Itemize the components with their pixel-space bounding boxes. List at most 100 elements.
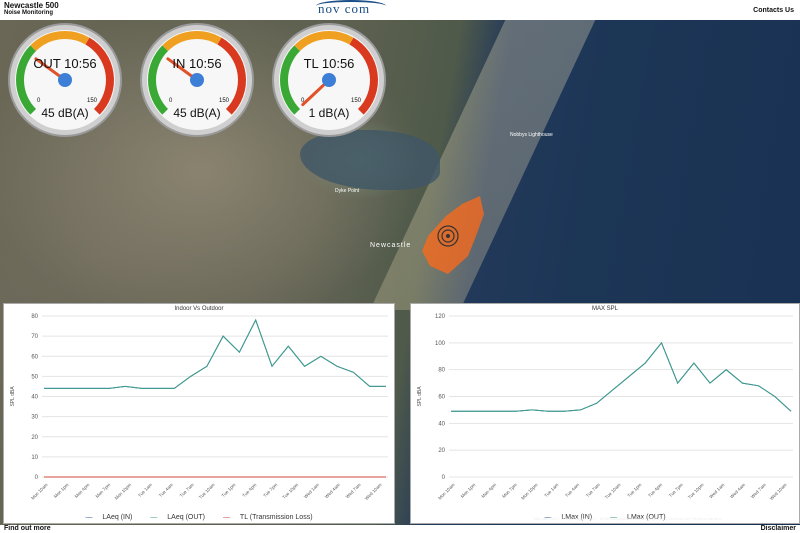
gauge-dial: [8, 23, 122, 137]
x-tick-label: Tue 7am: [585, 482, 601, 498]
x-tick-label: Mon 1pm: [53, 482, 70, 499]
y-tick-label: 60: [31, 354, 38, 360]
x-tick-label: Mon 7pm: [501, 482, 518, 499]
x-tick-label: Tue 4am: [158, 482, 174, 498]
gauge-max: 150: [351, 98, 362, 104]
gauge-min: 0: [37, 98, 41, 104]
app-subtitle: Noise Monitoring: [4, 10, 53, 16]
map-label-newcastle: Newcastle: [370, 242, 412, 249]
x-tick-label: Tue 4am: [564, 482, 580, 498]
x-tick-label: Tue 1am: [543, 482, 559, 498]
legend-item[interactable]: — LAeq (IN): [85, 514, 133, 521]
gauge-band: [85, 37, 114, 115]
x-tick-label: Tue 7pm: [668, 482, 684, 498]
legend-item[interactable]: — LMax (OUT): [610, 514, 666, 521]
gauge-band: [217, 37, 246, 115]
x-tick-label: Wed 7am: [750, 482, 767, 499]
y-axis-label: SPL dBA: [417, 386, 423, 407]
x-tick-label: Tue 1pm: [626, 482, 642, 498]
y-tick-label: 20: [438, 448, 445, 454]
y-tick-label: 10: [31, 455, 38, 461]
legend-item[interactable]: — TL (Transmission Loss): [222, 514, 313, 521]
gauge-hub: [58, 73, 72, 87]
y-tick-label: 30: [31, 415, 38, 421]
y-tick-label: 120: [435, 314, 446, 320]
x-tick-label: Tue 1am: [137, 482, 153, 498]
map-label-lighthouse: Nobbys Lighthouse: [510, 132, 553, 138]
x-tick-label: Mon 10pm: [114, 482, 133, 501]
noise-zone-marker[interactable]: [418, 196, 488, 276]
chart-legend: — LAeq (IN) — LAeq (OUT) — TL (Transmiss…: [4, 514, 394, 521]
x-tick-label: Wed 4am: [729, 482, 746, 499]
x-tick-label: Tue 1pm: [221, 482, 237, 498]
gauge-band: [30, 31, 90, 52]
disclaimer-link[interactable]: Disclaimer: [760, 525, 796, 532]
x-tick-label: Wed 4am: [324, 482, 341, 499]
gauge-transmission-loss: TL 10:56 0 150 1 dB(A): [271, 22, 387, 138]
series-line: [451, 341, 792, 412]
x-tick-label: Mon 7pm: [95, 482, 112, 499]
gauge-dial: [272, 23, 386, 137]
x-tick-label: Wed 1am: [708, 482, 725, 499]
y-tick-label: 80: [438, 368, 445, 374]
y-tick-label: 70: [31, 334, 38, 340]
chart-max-spl: MAX SPL 0 20 40 60 80 100 120 SPL dBA Mon 10am Mo…: [410, 303, 800, 524]
x-tick-label: Wed 10am: [769, 482, 788, 501]
find-out-more-link[interactable]: Find out more: [4, 525, 51, 532]
app-title: Newcastle 500: [4, 1, 59, 10]
gauge-band: [16, 45, 37, 115]
x-tick-label: Mon 1pm: [460, 482, 477, 499]
series-line: [451, 341, 792, 412]
gauge-hub: [190, 73, 204, 87]
gauge-max: 150: [219, 98, 230, 104]
y-tick-label: 100: [435, 341, 446, 347]
x-tick-label: Wed 10am: [364, 482, 383, 501]
y-axis-label: SPL dBA: [10, 386, 16, 407]
y-tick-label: 0: [442, 475, 446, 481]
chart-legend: — LMax (IN) — LMax (OUT): [411, 514, 799, 521]
gauge-band: [349, 37, 378, 115]
chart-plot: 0 20 40 60 80 100 120 SPL dBA Mon 10am Mon 1pm Mon…: [417, 314, 793, 501]
y-tick-label: 40: [438, 421, 445, 427]
y-tick-label: 60: [438, 395, 445, 401]
legend-item[interactable]: — LMax (IN): [544, 514, 593, 521]
gauge-hub: [322, 73, 336, 87]
gauge-band: [294, 31, 354, 52]
gauge-value: 1 dB(A): [308, 106, 350, 120]
gauge-indoor: IN 10:56 0 150 45 dB(A): [139, 22, 255, 138]
gauge-value: 45 dB(A): [41, 106, 89, 120]
brand-logo[interactable]: nov com: [318, 1, 371, 16]
harbour: [300, 130, 440, 190]
x-tick-label: Mon 10pm: [520, 482, 539, 501]
gauge-band: [162, 31, 222, 52]
series-line: [44, 318, 386, 389]
gauge-label: OUT 10:56: [33, 56, 97, 71]
gauge-outdoor: OUT 10:56 0 150 45 dB(A): [7, 22, 123, 138]
chart-title: Indoor Vs Outdoor: [174, 306, 224, 312]
x-tick-label: Tue 7pm: [262, 482, 278, 498]
contact-us-link[interactable]: Contacts Us: [753, 7, 794, 14]
gauge-band: [148, 45, 169, 115]
gauge-label: TL 10:56: [303, 56, 355, 71]
gauge-value: 45 dB(A): [173, 106, 221, 120]
y-tick-label: 0: [35, 475, 39, 481]
chart-indoor-vs-outdoor: Indoor Vs Outdoor 0 10 20 30 40 50 60 70 80 SPL d…: [3, 303, 395, 524]
x-tick-label: Mon 10am: [437, 482, 456, 501]
header-bar: Newcastle 500 Noise Monitoring nov com C…: [0, 0, 800, 20]
y-tick-label: 80: [31, 314, 38, 320]
gauge-min: 0: [301, 98, 305, 104]
logo-arc-icon: [316, 0, 386, 12]
footer-bar: [0, 525, 800, 533]
x-tick-label: Tue 10am: [198, 482, 216, 500]
gauge-max: 150: [87, 98, 98, 104]
x-tick-label: Tue 10pm: [281, 482, 299, 500]
x-tick-label: Wed 1am: [303, 482, 320, 499]
gauge-label: IN 10:56: [172, 56, 222, 71]
legend-item[interactable]: — LAeq (OUT): [150, 514, 206, 521]
x-tick-label: Tue 7am: [179, 482, 195, 498]
map-attribution[interactable]: Map data ©2017 Google Imagery ©2017 , AI…: [534, 517, 722, 521]
y-tick-label: 50: [31, 374, 38, 380]
y-tick-label: 20: [31, 435, 38, 441]
gauge-min: 0: [169, 98, 173, 104]
y-tick-label: 40: [31, 395, 38, 401]
